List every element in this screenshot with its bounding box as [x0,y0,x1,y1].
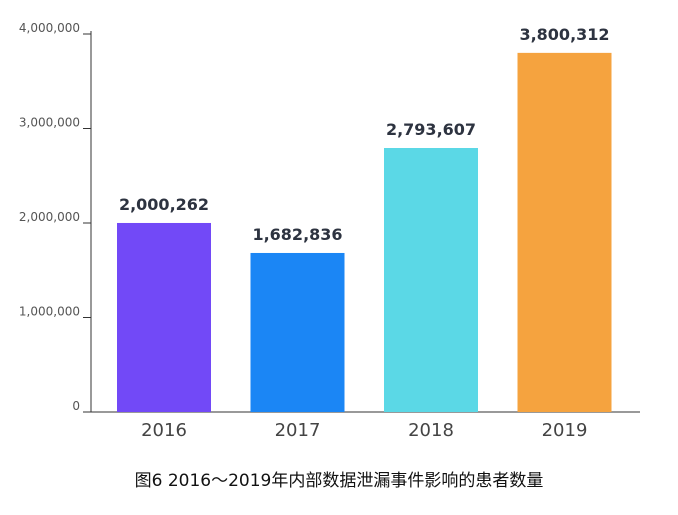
y-tick-label: 1,000,000 [19,305,80,319]
x-tick-label-2018: 2018 [408,420,454,441]
data-label-2017: 1,682,836 [252,225,342,244]
x-tick-label-2019: 2019 [542,420,588,441]
y-tick-label: 2,000,000 [19,210,80,224]
y-tick-label: 3,000,000 [19,116,80,130]
chart-title: 图6 2016～2019年内部数据泄漏事件影响的患者数量 [134,471,544,491]
bar-2018 [384,148,478,412]
y-tick-label: 4,000,000 [19,21,80,35]
bar-chart: 0 1,000,000 2,000,000 3,000,000 4,000,000 2,… [19,21,640,441]
data-label-2016: 2,000,262 [119,195,209,214]
data-label-2018: 2,793,607 [386,120,476,139]
x-tick-label-2016: 2016 [141,420,187,441]
bar-2019 [517,52,612,413]
data-label-2019: 3,800,312 [519,25,609,44]
bar-2016 [117,222,211,412]
bar-2017 [250,252,345,412]
x-tick-label-2017: 2017 [275,420,321,441]
y-tick-label: 0 [72,399,80,413]
